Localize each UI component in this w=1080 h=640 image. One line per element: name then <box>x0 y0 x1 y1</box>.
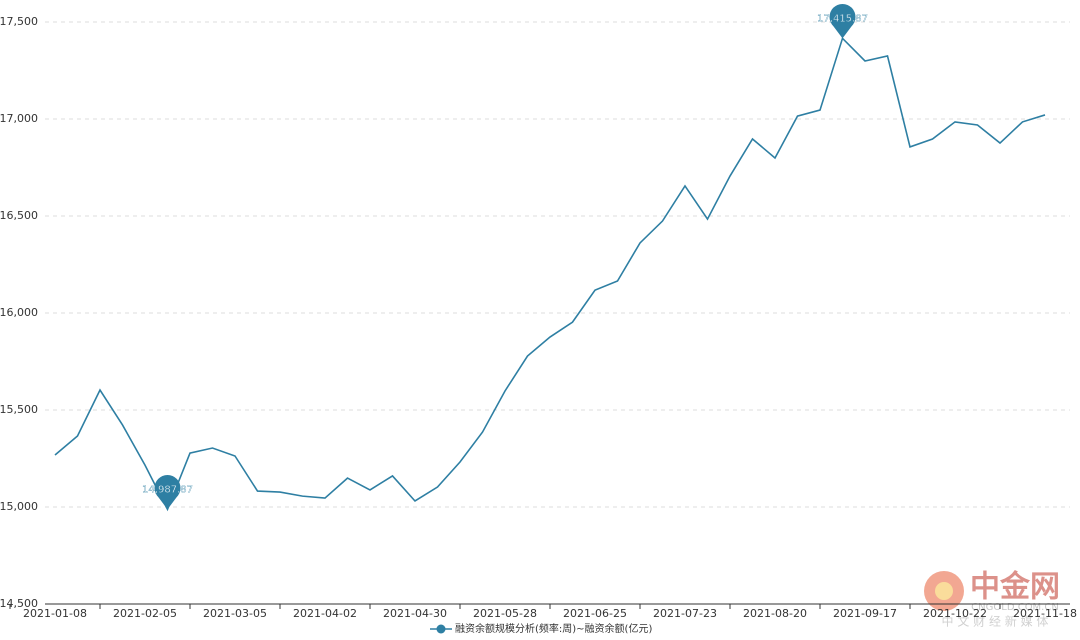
watermark-brand: 中金网 <box>970 570 1060 605</box>
pin <box>829 3 856 39</box>
x-tick-label: 2021-04-30 <box>383 607 447 620</box>
y-tick-label: 16,500 <box>0 209 38 222</box>
pin-label: 17,415.87 <box>817 13 868 24</box>
pin-label: 14,987.87 <box>142 484 193 495</box>
y-tick-label: 17,500 <box>0 15 38 28</box>
x-tick-label: 2021-02-05 <box>113 607 177 620</box>
y-tick-label: 15,000 <box>0 500 38 513</box>
x-tick-label: 2021-05-28 <box>473 607 537 620</box>
y-tick-label: 17,000 <box>0 112 38 125</box>
x-tick-label: 2021-10-22 <box>923 607 987 620</box>
pin <box>154 474 181 510</box>
x-tick-label: 2021-01-08 <box>23 607 87 620</box>
y-tick-label: 15,500 <box>0 403 38 416</box>
watermark-site: CNGOLD.COM.CN <box>971 602 1059 613</box>
x-tick-label: 2021-04-02 <box>293 607 357 620</box>
x-tick-label: 2021-09-17 <box>833 607 897 620</box>
watermark-slogan: 中 文 财 经 新 媒 体 <box>942 614 1049 629</box>
y-tick-label: 16,000 <box>0 306 38 319</box>
x-tick-label: 2021-06-25 <box>563 607 627 620</box>
x-tick-label: 2021-03-05 <box>203 607 267 620</box>
legend-marker <box>436 624 446 634</box>
watermark: 中金网 CNGOLD.COM.CN 中 文 财 经 新 媒 体 <box>924 570 1060 629</box>
watermark-logo-inner <box>935 582 953 600</box>
line <box>54 36 1046 512</box>
x-tick-label: 2021-07-23 <box>653 607 717 620</box>
x-tick-label: 2021-11-18 <box>1013 607 1077 620</box>
x-tick-label: 2021-08-20 <box>743 607 807 620</box>
legend-label: 融资余额规模分析(频率:周)~融资余额(亿元) <box>455 622 652 635</box>
